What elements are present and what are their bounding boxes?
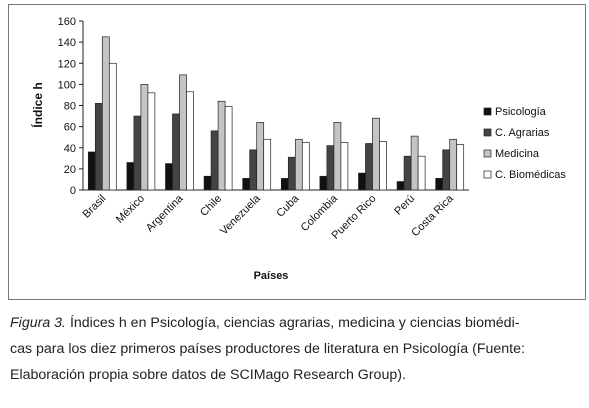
legend-swatch [483,170,492,179]
y-tick-label: 60 [64,122,76,134]
bars [87,36,465,191]
legend-label: Medicina [495,148,540,160]
x-tick-label: Perú [392,193,417,218]
chart-frame: Índice h Países 0 20 40 60 80 100 120 140 160 Br… [8,4,586,300]
caption-line-1: Índices h en Psicología, ciencias agrari… [69,315,520,331]
bar-brasil-1 [94,103,103,191]
bar-méxico-2 [140,84,149,191]
bar-colombia-1 [326,145,335,191]
bar-costa-rica-2 [449,138,458,191]
bar-venezuela-0 [242,178,251,191]
y-tick-label: 100 [58,79,76,91]
y-tick-label: 40 [64,143,76,155]
bar-perú-0 [396,181,405,191]
legend-swatch [483,128,492,137]
x-tick-label: Costa Rica [409,192,456,239]
x-tick-label: México [114,193,147,226]
bar-cuba-3 [301,142,310,191]
legend-label: C. Biomédicas [495,169,566,181]
bar-venezuela-1 [249,149,258,191]
bar-argentina-2 [179,74,187,191]
bar-colombia-2 [333,122,342,191]
bar-argentina-3 [186,91,194,191]
bar-cuba-2 [294,138,303,191]
bar-chart: Índice h Países 0 20 40 60 80 100 120 140 160 Br… [30,16,566,282]
y-tick-label: 80 [64,101,76,113]
figure-label: Figura 3. [10,315,66,331]
bar-puerto-rico-3 [379,141,387,191]
bar-costa-rica-0 [435,178,444,191]
bar-méxico-0 [126,162,135,191]
x-tick-label: Cuba [274,192,302,220]
legend-swatch [483,149,492,158]
bar-venezuela-3 [263,138,272,191]
legend-swatch [483,107,492,116]
bar-chile-3 [224,106,233,191]
legend-label: C. Agrarias [495,127,550,139]
bar-colombia-0 [319,175,328,191]
bar-chile-0 [203,175,212,191]
y-tick-label: 20 [64,164,76,176]
caption-line-2: cas para los diez primeros países produc… [10,341,525,357]
bar-perú-2 [410,135,419,191]
bar-puerto-rico-0 [358,172,366,191]
y-tick-label: 140 [58,37,76,49]
bar-brasil-2 [101,36,110,191]
bar-venezuela-2 [256,122,265,191]
y-tick-label: 120 [58,58,76,70]
y-ticks: 0 20 40 60 80 100 120 140 160 [58,16,83,197]
bar-costa-rica-1 [442,149,451,191]
y-tick-label: 0 [70,185,76,197]
bar-puerto-rico-1 [365,143,373,191]
legend: Psicología C. Agrarias Medicina C. Biomédic… [483,106,566,181]
bar-costa-rica-3 [456,144,465,191]
x-tick-label: Chile [198,193,224,219]
bar-brasil-3 [108,62,117,191]
figure-caption: Figura 3. Índices h en Psicología, cienc… [10,310,582,388]
bar-chile-1 [210,130,219,191]
y-tick-label: 160 [58,16,76,28]
bar-argentina-1 [172,113,180,191]
y-axis-title: Índice h [30,82,45,127]
bar-méxico-3 [147,92,156,191]
x-tick-label: Argentina [144,192,186,234]
x-tick-label: Venezuela [218,192,263,237]
x-tick-label: Brasil [80,193,108,221]
bar-argentina-0 [165,163,173,191]
bar-colombia-3 [340,142,349,191]
bar-perú-1 [403,155,412,191]
legend-label: Psicología [495,106,547,118]
bar-brasil-0 [87,151,96,191]
bar-cuba-0 [280,178,289,191]
bar-chile-2 [217,100,226,191]
bar-puerto-rico-2 [372,117,380,191]
bar-cuba-1 [287,156,296,191]
x-axis-title: Países [254,270,289,282]
bar-perú-3 [417,155,426,191]
bar-méxico-1 [133,115,142,191]
caption-line-3: Elaboración propia sobre datos de SCIMag… [10,367,406,383]
